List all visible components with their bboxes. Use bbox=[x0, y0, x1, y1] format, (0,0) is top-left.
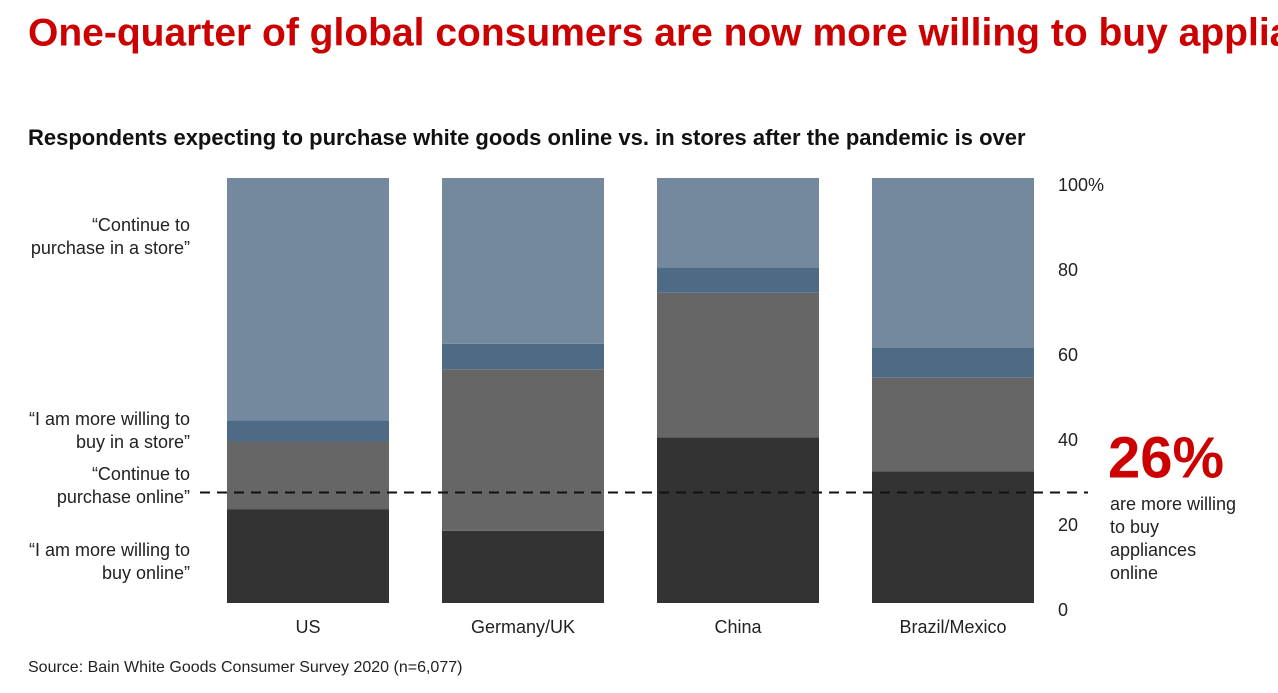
bar-segment bbox=[657, 292, 819, 438]
bar-segment bbox=[227, 441, 389, 510]
bar-segment bbox=[872, 178, 1034, 348]
bar-segment bbox=[442, 530, 604, 603]
bar-segment bbox=[227, 420, 389, 442]
legend-label: “I am more willing to buy online” bbox=[28, 540, 190, 583]
bar-segment bbox=[657, 178, 819, 268]
bar-segment bbox=[872, 348, 1034, 378]
x-tick-label: Germany/UK bbox=[471, 617, 575, 637]
annotation-text: are more willing to buy appliances onlin… bbox=[1110, 494, 1237, 583]
x-tick-label: Brazil/Mexico bbox=[899, 617, 1006, 637]
legend-label: “I am more willing to buy in a store” bbox=[28, 409, 190, 452]
y-tick-label: 0 bbox=[1058, 600, 1068, 620]
bar-segment bbox=[442, 369, 604, 531]
chart-title: One-quarter of global consumers are now … bbox=[28, 11, 1278, 54]
bar-segment bbox=[442, 343, 604, 370]
y-tick-label: 100% bbox=[1058, 175, 1104, 195]
y-tick-label: 60 bbox=[1058, 345, 1078, 365]
legend-label: “Continue to purchase in a store” bbox=[30, 215, 190, 258]
y-tick-label: 40 bbox=[1058, 430, 1078, 450]
y-tick-label: 20 bbox=[1058, 515, 1078, 535]
bar-segment bbox=[657, 437, 819, 603]
source: Source: Bain White Goods Consumer Survey… bbox=[28, 659, 462, 676]
bar-segment bbox=[442, 178, 604, 344]
bar-segment bbox=[227, 178, 389, 421]
bar-segment bbox=[657, 267, 819, 293]
annotation-value: 26% bbox=[1108, 425, 1224, 490]
x-tick-label: China bbox=[714, 617, 762, 637]
bar-segment bbox=[227, 509, 389, 603]
chart-subtitle: Respondents expecting to purchase white … bbox=[28, 125, 1026, 150]
y-tick-label: 80 bbox=[1058, 260, 1078, 280]
bar-segment bbox=[872, 471, 1034, 603]
bar-segment bbox=[872, 377, 1034, 472]
legend-label: “Continue to purchase online” bbox=[56, 464, 190, 507]
x-tick-label: US bbox=[295, 617, 320, 637]
